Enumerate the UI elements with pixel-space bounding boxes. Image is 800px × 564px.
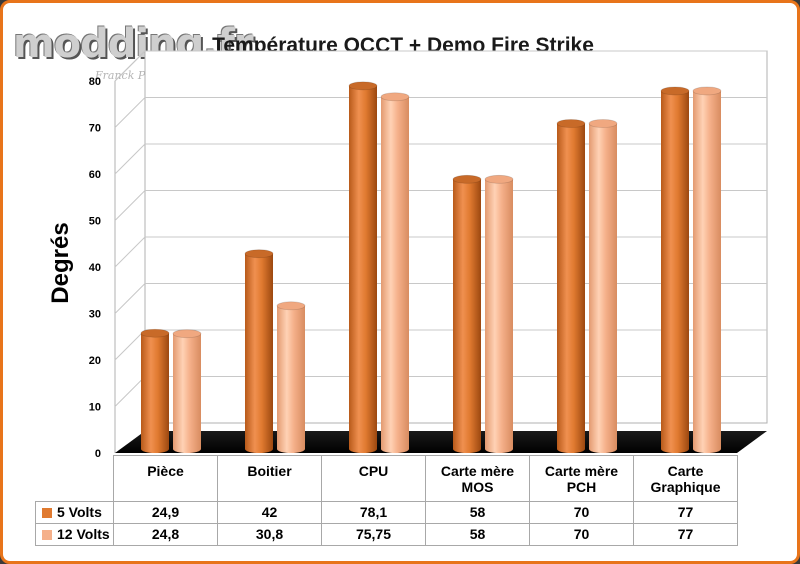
category-header: Boitier xyxy=(217,455,322,502)
legend-entry: 5 Volts xyxy=(35,501,114,524)
bar xyxy=(172,329,202,453)
data-table: Pièce Boitier CPU Carte mère MOS Carte mè… xyxy=(35,455,738,546)
table-header-row: Pièce Boitier CPU Carte mère MOS Carte mè… xyxy=(36,455,738,502)
bar xyxy=(692,86,722,453)
data-cell: 58 xyxy=(425,501,530,524)
y-tick-label: 70 xyxy=(89,123,101,135)
legend-swatch xyxy=(42,530,52,540)
table-row: 12 Volts 24,8 30,8 75,75 58 70 77 xyxy=(35,523,738,546)
y-tick-label: 30 xyxy=(89,309,101,321)
data-cell: 42 xyxy=(217,501,322,524)
bar xyxy=(276,301,306,453)
bar xyxy=(484,174,514,453)
gridline-diagonal xyxy=(114,190,146,221)
bar xyxy=(452,174,482,453)
data-cell: 78,1 xyxy=(321,501,426,524)
data-cell: 77 xyxy=(633,523,738,546)
gridline-diagonal xyxy=(114,143,146,175)
bar xyxy=(348,81,378,453)
data-cell: 30,8 xyxy=(217,523,322,546)
table-corner xyxy=(36,456,114,502)
data-cell: 70 xyxy=(529,523,634,546)
y-tick-label: 10 xyxy=(89,402,101,414)
gridline-diagonal xyxy=(114,236,146,268)
category-header: Carte mère PCH xyxy=(529,455,634,502)
data-cell: 77 xyxy=(633,501,738,524)
gridline-diagonal xyxy=(114,329,146,361)
y-tick-label: 20 xyxy=(89,355,101,367)
legend-entry: 12 Volts xyxy=(35,523,114,546)
bar xyxy=(556,119,586,453)
category-header: CPU xyxy=(321,455,426,502)
category-header: Carte mère MOS xyxy=(425,455,530,502)
data-cell: 58 xyxy=(425,523,530,546)
y-tick-label: 50 xyxy=(89,216,101,228)
y-tick-label: 0 xyxy=(95,448,101,460)
gridline-diagonal xyxy=(114,50,146,82)
data-cell: 75,75 xyxy=(321,523,426,546)
category-header: Pièce xyxy=(113,455,218,502)
y-tick-label: 80 xyxy=(89,76,101,88)
bar xyxy=(380,92,410,453)
table-row: 5 Volts 24,9 42 78,1 58 70 77 xyxy=(35,501,738,524)
legend-swatch xyxy=(42,508,52,518)
data-cell: 70 xyxy=(529,501,634,524)
data-cell: 24,8 xyxy=(113,523,218,546)
y-tick-label: 40 xyxy=(89,262,101,274)
category-header: Carte Graphique xyxy=(633,455,738,502)
gridline-diagonal xyxy=(114,283,146,314)
y-tick-label: 60 xyxy=(89,169,101,181)
bar xyxy=(588,119,618,453)
bar xyxy=(244,249,274,453)
gridline-diagonal xyxy=(114,376,146,407)
bar xyxy=(660,86,690,453)
data-cell: 24,9 xyxy=(113,501,218,524)
plot-area: 0 10 20 30 40 50 60 70 80 xyxy=(89,50,768,460)
gridline-diagonal xyxy=(114,97,146,128)
bar xyxy=(140,328,170,453)
